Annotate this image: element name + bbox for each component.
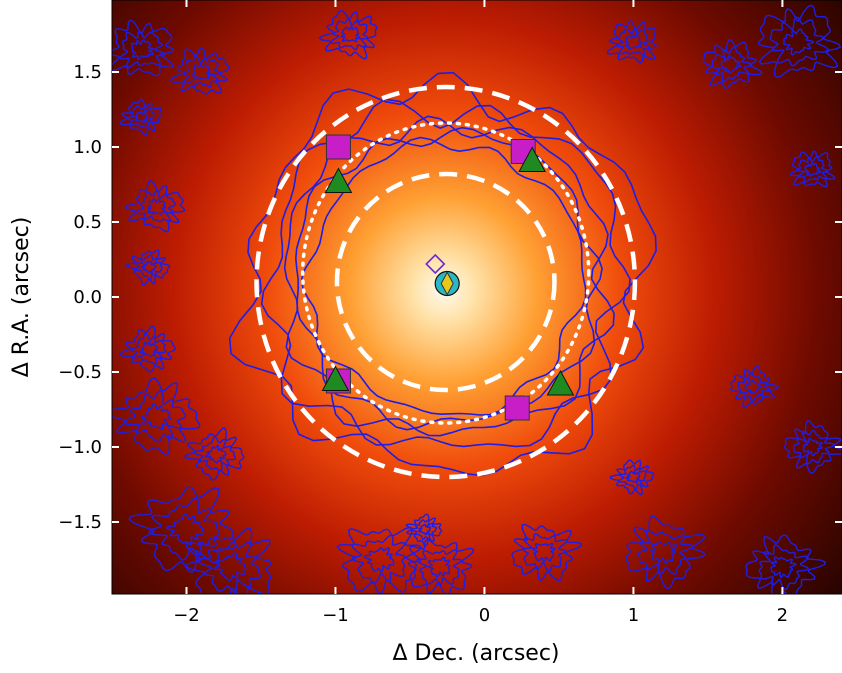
x-tick-label: 2 [777,605,788,626]
contour-blob [340,25,361,43]
y-tick-label: 0.0 [73,287,102,308]
marker-layer [321,134,575,421]
axes: −2 −1 0 1 2 −1.5 −1.0 −0.5 0.0 0.5 1.0 1.5 [58,0,842,626]
contour-blob [118,324,176,373]
contour-blob [625,470,641,484]
x-tick-label: 0 [479,605,490,626]
contour-blob [769,16,830,67]
ellipse-outer [254,84,638,480]
y-tick-label: −1.0 [58,437,102,458]
contour-blob [792,429,836,465]
contour-blob [606,20,658,64]
contour-blob [711,46,753,83]
contour-blob [204,444,227,464]
contour-blob [196,541,262,594]
contour-blob [135,190,176,223]
contour-blob [522,533,568,572]
y-tick-label: 1.5 [73,62,102,83]
contour-blob [720,54,742,74]
contour-blob [123,389,187,443]
contour-blob [119,30,166,69]
contour-blob [139,341,159,357]
contour-blob [182,54,220,88]
contour-blob [169,47,230,95]
contour-blob [783,419,842,474]
ellipse-middle [300,121,591,425]
contour-blob [140,260,157,274]
contour-blob [125,179,186,233]
y-tick-label: 0.5 [73,212,102,233]
contour-blob [802,437,824,457]
contour-blob [112,377,201,455]
contour-blob [140,402,172,431]
contour-blob [609,459,655,496]
contour-blob [125,249,171,286]
square-marker [325,134,351,160]
ellipse-inner [334,171,557,393]
contour-blob [745,534,827,594]
contour-blob [427,556,451,578]
contour-blob [730,365,780,409]
contour-blob [511,523,583,582]
contour-blob [702,39,763,89]
contour-blob [782,28,815,56]
triangle-marker [324,167,353,193]
contour-blob [758,543,810,591]
contour-blob [405,513,443,547]
y-tick-label: −0.5 [58,362,102,383]
contour-blob [336,526,423,594]
contour-line [260,98,631,448]
y-tick-label: 1.0 [73,137,102,158]
contour-line [228,71,657,477]
contour-blob [184,427,245,481]
x-tick-label: 1 [628,605,639,626]
contour-blob [415,549,463,586]
y-tick-label: −1.5 [58,512,102,533]
contour-blob [166,513,205,546]
y-axis-label: Δ R.A. (arcsec) [9,217,34,378]
contour-blob [531,542,556,562]
contour-blob [637,529,693,575]
triangle-marker [321,365,350,391]
contour-blob [130,39,155,60]
square-marker [504,395,530,421]
contour-blob [407,539,475,594]
x-tick-label: −1 [322,605,349,626]
contour-blob [191,63,212,81]
triangle-marker [546,369,575,396]
contour-blob [616,27,652,56]
contour-line [300,136,587,416]
x-axis-label: Δ Dec. (arcsec) [393,641,560,666]
x-tick-label: −2 [173,605,200,626]
contour-blob [789,150,836,188]
contour-blob [650,540,678,565]
contour-blob [363,547,395,573]
contour-blob [625,515,707,590]
contour-blob [134,110,149,123]
triangle-marker [518,146,546,172]
contour-blob [119,98,162,137]
contour-blob [146,197,167,216]
contour-blob [744,379,763,395]
ellipse-layer [254,84,638,480]
contour-blob [624,33,643,50]
diamond-marker [440,271,454,296]
contour-blob [185,527,272,594]
contour-blob [213,551,247,582]
contour-blob [770,556,797,579]
plot-area [112,0,842,594]
contour-blob [112,19,175,77]
contour-blob [804,162,822,177]
contour-blob [318,9,378,60]
contour-blob [737,372,771,402]
contour-layer [112,4,842,594]
contour-blob [757,4,842,79]
contour-blob [129,332,167,366]
contour-small-diamond [425,253,446,275]
